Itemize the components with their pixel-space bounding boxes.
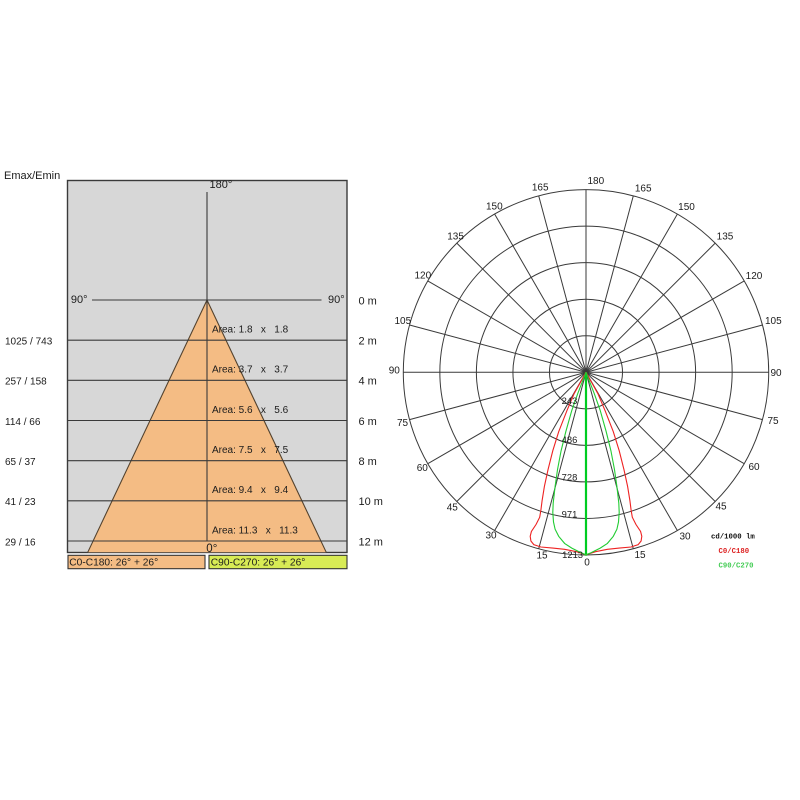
svg-text:15: 15: [536, 550, 548, 561]
svg-text:12 m: 12 m: [359, 536, 383, 548]
svg-text:C0/C180: C0/C180: [719, 548, 750, 556]
svg-text:165: 165: [532, 183, 549, 194]
svg-text:Area: 7.5 x 7.5: Area: 7.5 x 7.5: [212, 445, 289, 456]
svg-text:29 / 16: 29 / 16: [5, 537, 36, 548]
svg-text:cd/1000 lm: cd/1000 lm: [711, 534, 755, 542]
svg-text:45: 45: [715, 502, 727, 513]
svg-text:90: 90: [389, 365, 401, 376]
svg-text:1025 / 743: 1025 / 743: [5, 337, 53, 348]
svg-text:243: 243: [562, 395, 578, 406]
svg-text:Area: 11.3 x 11.3: Area: 11.3 x 11.3: [212, 525, 298, 536]
svg-text:0: 0: [584, 557, 590, 568]
svg-text:C90-C270: 26° + 26°: C90-C270: 26° + 26°: [211, 557, 306, 568]
svg-text:90°: 90°: [328, 294, 345, 306]
svg-text:165: 165: [635, 184, 652, 195]
svg-text:1213: 1213: [562, 549, 583, 560]
svg-text:90: 90: [770, 368, 782, 379]
svg-text:90°: 90°: [71, 294, 88, 306]
svg-text:30: 30: [679, 532, 691, 543]
svg-text:971: 971: [562, 509, 578, 520]
svg-text:15: 15: [634, 550, 646, 561]
svg-text:180°: 180°: [210, 179, 233, 191]
svg-text:0°: 0°: [206, 543, 217, 555]
svg-text:Area: 9.4 x 9.4: Area: 9.4 x 9.4: [212, 485, 289, 496]
svg-text:120: 120: [746, 271, 763, 282]
svg-text:114 / 66: 114 / 66: [5, 417, 41, 428]
svg-text:4 m: 4 m: [359, 376, 377, 388]
svg-text:257 / 158: 257 / 158: [5, 377, 47, 388]
svg-text:8 m: 8 m: [359, 456, 377, 468]
svg-text:135: 135: [717, 232, 734, 243]
svg-text:60: 60: [417, 463, 429, 474]
svg-text:Area: 1.8 x 1.8: Area: 1.8 x 1.8: [212, 325, 289, 336]
svg-text:105: 105: [394, 316, 411, 327]
svg-text:Emax/Emin: Emax/Emin: [4, 170, 60, 182]
svg-text:75: 75: [767, 416, 779, 427]
svg-text:C0-C180: 26° + 26°: C0-C180: 26° + 26°: [69, 557, 158, 568]
svg-text:45: 45: [447, 502, 459, 513]
svg-text:C90/C270: C90/C270: [719, 563, 754, 571]
svg-text:Area: 3.7 x 3.7: Area: 3.7 x 3.7: [212, 365, 289, 376]
svg-text:135: 135: [447, 231, 464, 242]
svg-text:728: 728: [562, 471, 578, 482]
svg-text:6 m: 6 m: [359, 416, 377, 428]
svg-text:105: 105: [765, 316, 782, 327]
svg-text:Area: 5.6 x 5.6: Area: 5.6 x 5.6: [212, 405, 289, 416]
svg-text:0 m: 0 m: [359, 295, 377, 307]
svg-text:120: 120: [414, 271, 431, 282]
svg-text:60: 60: [748, 462, 760, 473]
svg-text:180: 180: [588, 176, 605, 187]
svg-text:65 / 37: 65 / 37: [5, 457, 36, 468]
svg-text:41 / 23: 41 / 23: [5, 497, 36, 508]
svg-text:486: 486: [562, 434, 578, 445]
svg-text:75: 75: [397, 418, 409, 429]
svg-text:150: 150: [678, 202, 695, 213]
svg-text:2 m: 2 m: [359, 336, 377, 348]
svg-text:30: 30: [485, 531, 497, 542]
svg-text:150: 150: [486, 202, 503, 213]
svg-text:10 m: 10 m: [359, 496, 383, 508]
